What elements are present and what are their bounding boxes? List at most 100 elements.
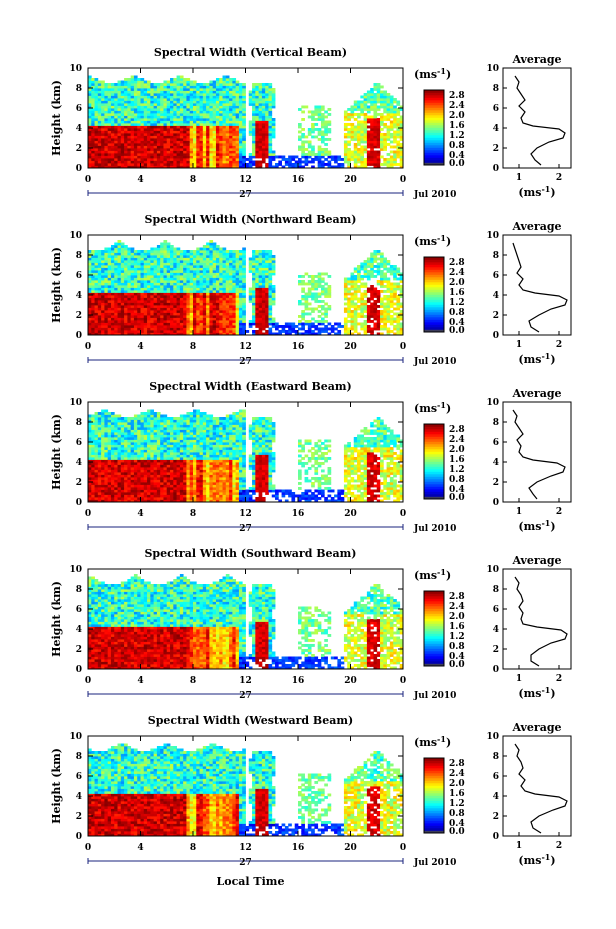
heatmap-cell	[156, 118, 161, 121]
heatmap-cell	[114, 93, 118, 96]
heatmap-cell	[153, 160, 158, 164]
heatmap-cell	[166, 327, 171, 331]
heatmap-cell	[380, 325, 384, 328]
heatmap-cell	[347, 300, 351, 303]
heatmap-cell	[147, 153, 151, 156]
heatmap-cell	[258, 135, 263, 139]
heatmap-cell	[153, 110, 158, 114]
heatmap-cell	[170, 103, 174, 106]
heatmap-cell	[97, 290, 102, 293]
heatmap-cell	[238, 83, 243, 86]
heatmap-cell	[370, 143, 374, 146]
heatmap-cell	[173, 315, 177, 318]
heatmap-cell	[347, 158, 351, 161]
average-y-tick-label: 10	[486, 64, 499, 74]
heatmap-cell	[166, 95, 171, 99]
heatmap-cell	[304, 300, 309, 303]
heatmap-cell	[206, 158, 210, 161]
heatmap-cell	[373, 317, 378, 321]
heatmap-cell	[130, 255, 135, 258]
heatmap-cell	[117, 150, 122, 154]
heatmap-cell	[327, 285, 332, 288]
heatmap-cell	[202, 275, 207, 278]
heatmap-cell	[170, 305, 174, 308]
heatmap-cell	[255, 98, 260, 101]
heatmap-cell	[104, 85, 109, 89]
heatmap-cell	[127, 140, 132, 144]
heatmap-cell	[229, 108, 233, 111]
heatmap-cell	[176, 300, 181, 303]
heatmap-cell	[186, 98, 191, 101]
heatmap-cell	[133, 120, 138, 124]
heatmap-cell	[222, 257, 227, 261]
heatmap-cell	[353, 330, 358, 333]
heatmap-cell	[314, 282, 319, 286]
heatmap-cell	[396, 150, 401, 154]
heatmap-cell	[389, 103, 394, 106]
heatmap-cell	[206, 125, 210, 129]
heatmap-cell	[389, 120, 394, 124]
heatmap-cell	[137, 307, 141, 311]
heatmap-cell	[229, 322, 233, 326]
heatmap-cell	[117, 105, 122, 109]
heatmap-cell	[147, 125, 151, 129]
heatmap-cell	[133, 312, 138, 316]
heatmap-cell	[107, 133, 112, 136]
heatmap-cell	[363, 105, 368, 109]
heatmap-cell	[235, 133, 240, 136]
colorbar-frame	[423, 89, 445, 166]
heatmap-cell	[252, 128, 256, 131]
heatmap-cell	[101, 282, 105, 286]
heatmap-cell	[370, 330, 374, 333]
heatmap-cell	[133, 155, 138, 159]
heatmap-cell	[363, 158, 368, 161]
heatmap-cell	[196, 113, 200, 116]
heatmap-cell	[202, 297, 207, 301]
heatmap-cell	[120, 135, 125, 139]
colorbar-tick-label: 1.6	[449, 121, 465, 131]
heatmap-cell	[307, 115, 312, 119]
heatmap-cell	[163, 307, 168, 311]
heatmap-cell	[357, 280, 361, 283]
heatmap-cell	[143, 272, 148, 276]
heatmap-cell	[268, 320, 273, 323]
heatmap-cell	[219, 165, 223, 169]
heatmap-cell	[91, 252, 95, 256]
heatmap-cell	[320, 153, 325, 156]
heatmap-cell	[97, 320, 102, 323]
heatmap-cell	[179, 285, 184, 288]
heatmap-cell	[150, 315, 155, 318]
heatmap-cell	[110, 302, 115, 306]
heatmap-cell	[202, 310, 207, 313]
heatmap-cell	[209, 130, 214, 134]
heatmap-cell	[242, 282, 246, 286]
x-tick-label: 4	[137, 175, 143, 185]
heatmap-cell	[130, 275, 135, 278]
heatmap-cell	[229, 128, 233, 131]
heatmap-cell	[160, 148, 164, 151]
heatmap-cell	[124, 255, 128, 258]
y-tick-label: 10	[69, 64, 82, 74]
heatmap-cell	[124, 250, 128, 253]
heatmap-cell	[170, 108, 174, 111]
heatmap-cell	[304, 105, 309, 109]
heatmap-cell	[193, 158, 197, 161]
heatmap-cell	[170, 252, 174, 256]
heatmap-cell	[179, 265, 184, 268]
heatmap-cell	[133, 262, 138, 266]
heatmap-cell	[209, 133, 214, 136]
heatmap-cell	[170, 120, 174, 124]
heatmap-cell	[156, 312, 161, 316]
heatmap-cell	[170, 272, 174, 276]
heatmap-cell	[261, 280, 266, 283]
heatmap-cell	[366, 307, 371, 311]
heatmap-cell	[373, 310, 378, 313]
heatmap-cell	[137, 315, 141, 318]
heatmap-cell	[389, 155, 394, 159]
heatmap-cell	[196, 265, 200, 268]
heatmap-cell	[170, 125, 174, 129]
heatmap-cell	[229, 163, 233, 166]
heatmap-cell	[130, 285, 135, 288]
heatmap-cell	[235, 310, 240, 313]
heatmap-cell	[235, 95, 240, 99]
